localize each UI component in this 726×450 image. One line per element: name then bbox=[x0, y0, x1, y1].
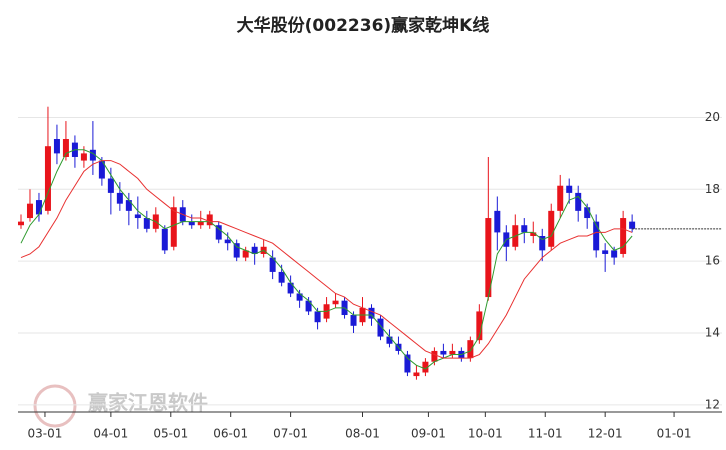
candle-body bbox=[35, 200, 42, 215]
x-tick-label: 04-01 bbox=[93, 427, 128, 441]
candle-body bbox=[305, 300, 312, 312]
candle-body bbox=[116, 192, 123, 204]
candle-body bbox=[602, 250, 609, 254]
candle-body bbox=[494, 210, 501, 233]
x-tick-label: 08-01 bbox=[345, 427, 380, 441]
candle-body bbox=[269, 257, 276, 272]
candle-body bbox=[134, 214, 141, 219]
candle-body bbox=[170, 207, 177, 247]
candle-body bbox=[377, 318, 384, 337]
x-tick-label: 11-01 bbox=[528, 427, 563, 441]
x-tick-label: 05-01 bbox=[153, 427, 188, 441]
candle-body bbox=[215, 225, 222, 240]
candle-body bbox=[476, 311, 483, 341]
candle-body bbox=[278, 271, 285, 283]
candle-body bbox=[206, 214, 213, 226]
candle-body bbox=[629, 221, 636, 229]
y-tick-label: 12 bbox=[705, 397, 720, 411]
candle-body bbox=[44, 146, 51, 211]
candle-body bbox=[593, 221, 600, 251]
candle-body bbox=[530, 232, 537, 236]
candle-body bbox=[17, 221, 24, 226]
candle-body bbox=[314, 311, 321, 323]
candle-body bbox=[89, 149, 96, 161]
candle-body bbox=[296, 293, 303, 301]
watermark: 赢家江恩软件 bbox=[88, 391, 208, 415]
candle-body bbox=[188, 221, 195, 226]
candle-body bbox=[62, 139, 69, 157]
x-tick-label: 03-01 bbox=[28, 427, 63, 441]
candle-body bbox=[539, 236, 546, 251]
candle-body bbox=[53, 139, 60, 154]
candle-body bbox=[422, 361, 429, 373]
y-tick-label: 14 bbox=[705, 325, 720, 339]
candle-body bbox=[467, 340, 474, 359]
candle-body bbox=[332, 300, 339, 305]
x-tick-label: 09-01 bbox=[411, 427, 446, 441]
x-tick-label: 06-01 bbox=[213, 427, 248, 441]
x-tick-label: 12-01 bbox=[588, 427, 623, 441]
candle-body bbox=[557, 185, 564, 211]
y-tick-label: 16 bbox=[705, 254, 720, 268]
candle-body bbox=[98, 160, 105, 179]
candle-body bbox=[521, 225, 528, 233]
candle-body bbox=[197, 221, 204, 226]
candle-body bbox=[620, 218, 627, 254]
candle-body bbox=[251, 246, 258, 254]
x-tick-label: 01-01 bbox=[657, 427, 692, 441]
candle-body bbox=[350, 315, 357, 326]
candle-body bbox=[575, 192, 582, 211]
moving-average bbox=[20, 149, 633, 370]
candle-body bbox=[449, 350, 456, 355]
candle-body bbox=[242, 250, 249, 258]
candle-body bbox=[224, 239, 231, 244]
candle-body bbox=[485, 218, 492, 298]
chart-title: 大华股份(002236)赢家乾坤K线 bbox=[237, 15, 490, 36]
candle-body bbox=[143, 218, 150, 229]
candle-body bbox=[287, 282, 294, 294]
moving-average bbox=[20, 160, 633, 359]
candle-body bbox=[431, 350, 438, 362]
candle-body bbox=[368, 307, 375, 319]
candle-body bbox=[125, 200, 132, 211]
candle-body bbox=[548, 210, 555, 247]
candle-body bbox=[107, 178, 114, 193]
y-tick-label: 18 bbox=[705, 182, 720, 196]
x-tick-label: 07-01 bbox=[273, 427, 308, 441]
y-tick-label: 20 bbox=[705, 110, 720, 124]
candle-body bbox=[26, 203, 33, 219]
candle-body bbox=[611, 250, 618, 258]
candle-body bbox=[80, 153, 87, 161]
x-tick-label: 10-01 bbox=[468, 427, 503, 441]
watermark-logo bbox=[33, 384, 77, 428]
candle-body bbox=[404, 354, 411, 373]
candle-body bbox=[233, 243, 240, 258]
candle-body bbox=[386, 336, 393, 344]
candle-body bbox=[161, 228, 168, 251]
candle-body bbox=[413, 372, 420, 377]
candle-body bbox=[440, 350, 447, 355]
candle-body bbox=[566, 185, 573, 193]
candle-body bbox=[584, 207, 591, 219]
